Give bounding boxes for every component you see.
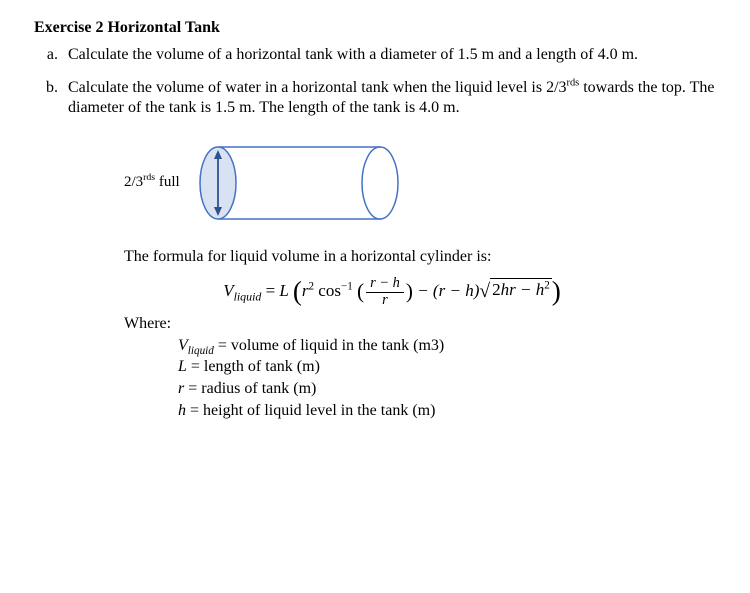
f-lhs-var: V: [223, 281, 233, 300]
diagram-label-prefix: 2/3: [124, 174, 143, 190]
diagram-label-suffix: full: [155, 174, 180, 190]
where-list: Vliquid = volume of liquid in the tank (…: [178, 336, 716, 422]
where-v-sym: V: [178, 337, 188, 354]
where-L: L = length of tank (m): [178, 357, 716, 378]
formula-intro: The formula for liquid volume in a horiz…: [124, 247, 716, 268]
f-h2: h: [465, 281, 474, 300]
part-b: Calculate the volume of water in a horiz…: [62, 78, 716, 422]
where-h-desc: = height of liquid level in the tank (m): [186, 402, 435, 419]
f-h-sq: 2: [544, 279, 550, 291]
f-lhs-sub: liquid: [234, 289, 262, 303]
f-r2: r: [439, 281, 446, 300]
formula: Vliquid = L (r2 cos−1 ( r − h r ) − (r −…: [68, 270, 716, 308]
f-num-r: r: [370, 275, 376, 291]
where-h-sym: h: [178, 402, 186, 419]
f-hr-h: h: [501, 280, 510, 299]
where-r-desc: = radius of tank (m): [184, 380, 316, 397]
where-v: Vliquid = volume of liquid in the tank (…: [178, 336, 716, 357]
part-b-text: Calculate the volume of water in a horiz…: [68, 79, 714, 117]
cyl-body-bg: [218, 147, 380, 219]
part-a-text: Calculate the volume of a horizontal tan…: [68, 46, 638, 63]
f-cos-exp: −1: [341, 280, 353, 292]
where-label: Where:: [124, 314, 716, 335]
f-r1: r: [302, 281, 309, 300]
part-a: Calculate the volume of a horizontal tan…: [62, 45, 716, 66]
f-two: 2: [492, 280, 501, 299]
f-num-h: h: [393, 275, 400, 291]
parts-list: Calculate the volume of a horizontal tan…: [62, 45, 716, 422]
f-h3: h: [536, 280, 545, 299]
where-L-sym: L: [178, 358, 187, 375]
exercise-title: Exercise 2 Horizontal Tank: [34, 18, 716, 39]
where-v-sub: liquid: [188, 345, 214, 357]
f-L: L: [279, 281, 288, 300]
where-v-desc: = volume of liquid in the tank (m3): [214, 337, 444, 354]
diagram-label-sup: rds: [143, 172, 155, 183]
cyl-right-cap: [362, 147, 398, 219]
f-den-r: r: [366, 293, 404, 308]
where-r: r = radius of tank (m): [178, 379, 716, 400]
f-hr-r: r: [509, 280, 516, 299]
f-cos: cos: [318, 281, 341, 300]
f-r-sq: 2: [309, 280, 315, 292]
tank-diagram: [184, 125, 414, 241]
page: Exercise 2 Horizontal Tank Calculate the…: [0, 0, 750, 452]
where-h: h = height of liquid level in the tank (…: [178, 401, 716, 422]
where-L-desc: = length of tank (m): [187, 358, 320, 375]
diagram-area: 2/3rds full: [124, 125, 716, 241]
diagram-label: 2/3rds full: [124, 173, 180, 193]
